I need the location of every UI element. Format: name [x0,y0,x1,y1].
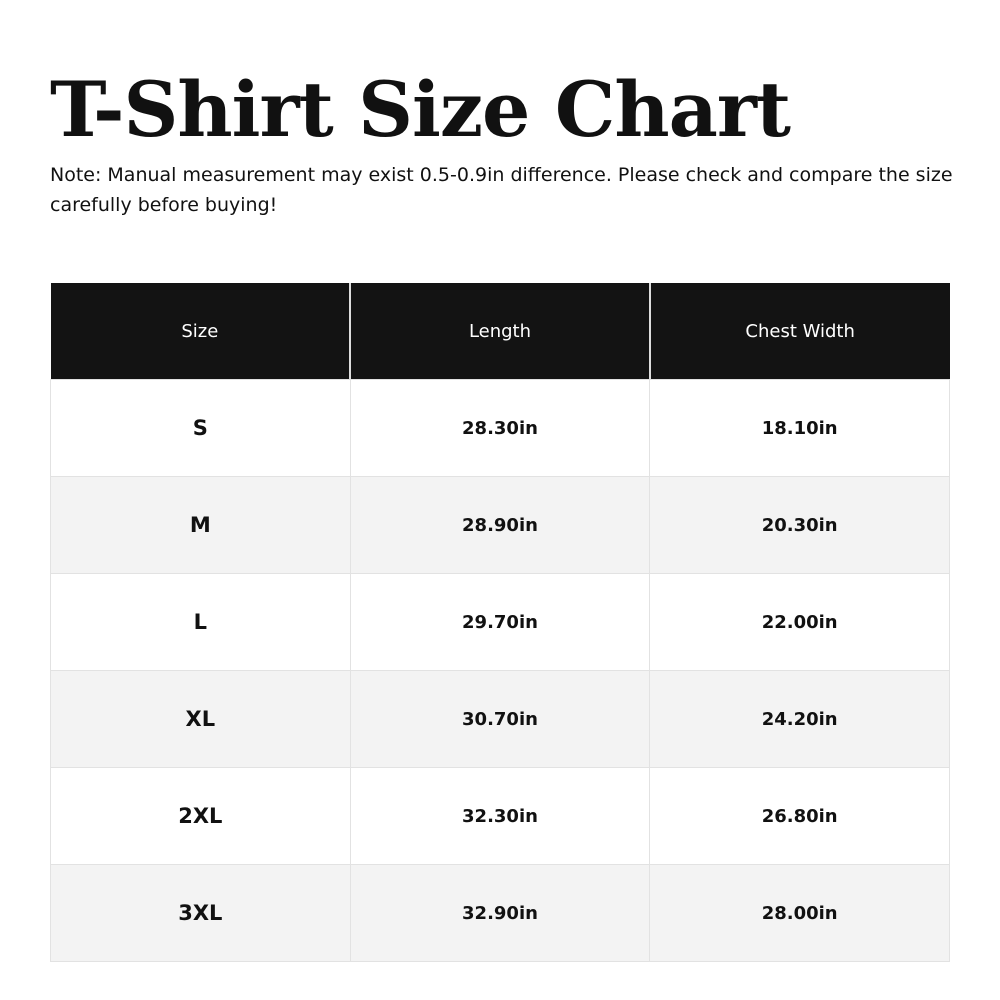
cell-chest-width: 28.00in [649,864,950,962]
cell-size: 2XL [50,767,351,865]
cell-chest-width: 18.10in [649,379,950,477]
header-size: Size [50,283,351,380]
cell-length: 32.90in [349,864,651,962]
table-row: L 29.70in 22.00in [50,573,950,671]
header-length: Length [349,283,650,380]
cell-size: S [50,379,351,477]
header-chest-width: Chest Width [648,283,950,380]
table-row: 3XL 32.90in 28.00in [50,864,950,962]
measurement-note: Note: Manual measurement may exist 0.5-0… [50,164,953,216]
page-title: T-Shirt Size Chart [50,65,791,154]
size-table: Size Length Chest Width S 28.30in 18.10in M… [50,283,950,962]
cell-size: 3XL [50,864,351,962]
table-row: S 28.30in 18.10in [50,379,950,477]
table-row: M 28.90in 20.30in [50,476,950,574]
cell-chest-width: 24.20in [649,670,950,768]
cell-chest-width: 22.00in [649,573,950,671]
cell-size: M [50,476,351,574]
cell-size: L [50,573,351,671]
cell-length: 32.30in [349,767,651,865]
cell-chest-width: 26.80in [649,767,950,865]
cell-length: 28.90in [349,476,651,574]
table-row: XL 30.70in 24.20in [50,670,950,768]
cell-length: 28.30in [349,379,651,477]
cell-chest-width: 20.30in [649,476,950,574]
cell-size: XL [50,670,351,768]
table-header-row: Size Length Chest Width [50,283,950,380]
table-row: 2XL 32.30in 26.80in [50,767,950,865]
cell-length: 30.70in [349,670,651,768]
cell-length: 29.70in [349,573,651,671]
